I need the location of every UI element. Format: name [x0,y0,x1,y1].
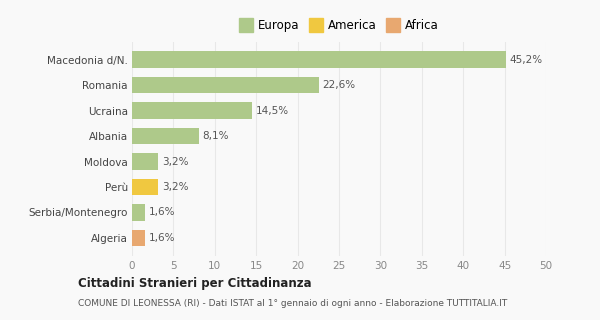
Text: 8,1%: 8,1% [202,131,229,141]
Text: 14,5%: 14,5% [256,106,289,116]
Bar [132,204,145,221]
Text: Cittadini Stranieri per Cittadinanza: Cittadini Stranieri per Cittadinanza [78,277,311,290]
Bar [132,128,199,144]
Bar [132,179,158,195]
Bar [132,102,252,119]
Text: COMUNE DI LEONESSA (RI) - Dati ISTAT al 1° gennaio di ogni anno - Elaborazione T: COMUNE DI LEONESSA (RI) - Dati ISTAT al … [78,299,507,308]
Text: 3,2%: 3,2% [162,156,188,166]
Bar [132,77,319,93]
Text: 22,6%: 22,6% [322,80,356,90]
Text: 1,6%: 1,6% [149,207,175,218]
Bar [132,230,145,246]
Text: 45,2%: 45,2% [509,55,542,65]
Bar [132,51,506,68]
Bar [132,153,158,170]
Legend: Europa, America, Africa: Europa, America, Africa [236,15,442,36]
Text: 3,2%: 3,2% [162,182,188,192]
Text: 1,6%: 1,6% [149,233,175,243]
